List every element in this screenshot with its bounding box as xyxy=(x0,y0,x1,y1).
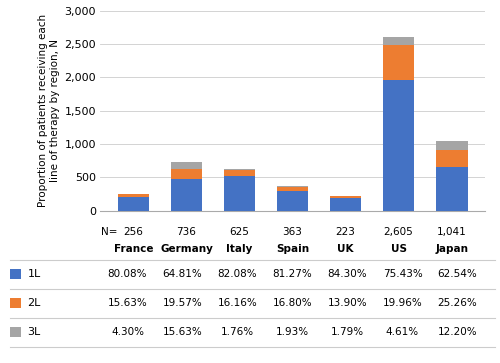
Text: 1.76%: 1.76% xyxy=(221,327,254,337)
Text: 1.93%: 1.93% xyxy=(276,327,309,337)
Text: N=: N= xyxy=(100,227,117,237)
Text: 223: 223 xyxy=(336,227,355,237)
Text: 81.27%: 81.27% xyxy=(272,269,312,279)
Text: 19.96%: 19.96% xyxy=(382,298,422,308)
Bar xyxy=(170,162,202,169)
Bar xyxy=(170,169,202,179)
Text: 256: 256 xyxy=(124,227,144,237)
Text: 62.54%: 62.54% xyxy=(438,269,478,279)
Bar xyxy=(118,194,150,197)
Text: 1L: 1L xyxy=(28,269,41,279)
Bar xyxy=(276,186,308,187)
Text: 12.20%: 12.20% xyxy=(438,327,478,337)
Bar xyxy=(436,150,468,167)
Bar xyxy=(436,167,468,211)
Bar xyxy=(382,37,414,45)
Bar xyxy=(382,45,414,80)
Text: 1.79%: 1.79% xyxy=(331,327,364,337)
Bar xyxy=(330,198,362,211)
Text: 4.30%: 4.30% xyxy=(111,327,144,337)
Text: 15.63%: 15.63% xyxy=(108,298,148,308)
Text: 82.08%: 82.08% xyxy=(218,269,258,279)
Text: 2L: 2L xyxy=(28,298,41,308)
Text: 19.57%: 19.57% xyxy=(162,298,202,308)
Text: 13.90%: 13.90% xyxy=(328,298,368,308)
Text: 80.08%: 80.08% xyxy=(108,269,147,279)
Text: 16.16%: 16.16% xyxy=(218,298,258,308)
Text: 1,041: 1,041 xyxy=(436,227,466,237)
Bar xyxy=(170,179,202,211)
Text: France: France xyxy=(114,245,153,254)
Text: 75.43%: 75.43% xyxy=(382,269,422,279)
Text: 625: 625 xyxy=(230,227,250,237)
Text: 25.26%: 25.26% xyxy=(438,298,478,308)
Text: 2,605: 2,605 xyxy=(384,227,414,237)
Text: 15.63%: 15.63% xyxy=(162,327,202,337)
Text: Japan: Japan xyxy=(435,245,468,254)
Bar xyxy=(118,197,150,211)
Text: 84.30%: 84.30% xyxy=(328,269,368,279)
Text: US: US xyxy=(390,245,406,254)
Bar xyxy=(224,170,256,176)
Text: 64.81%: 64.81% xyxy=(162,269,202,279)
Text: 363: 363 xyxy=(282,227,302,237)
Text: Germany: Germany xyxy=(160,245,213,254)
Bar xyxy=(276,187,308,191)
Text: 736: 736 xyxy=(176,227,197,237)
Bar xyxy=(276,191,308,211)
Text: 3L: 3L xyxy=(28,327,41,337)
Bar xyxy=(224,176,256,211)
Text: Spain: Spain xyxy=(276,245,309,254)
Bar xyxy=(330,196,362,198)
Text: Italy: Italy xyxy=(226,245,252,254)
Text: UK: UK xyxy=(338,245,354,254)
Bar xyxy=(382,80,414,211)
Bar xyxy=(224,169,256,170)
Y-axis label: Proportion of patients receiving each
line of therapy by region, N: Proportion of patients receiving each li… xyxy=(38,14,60,207)
Bar xyxy=(118,193,150,194)
Bar xyxy=(436,141,468,150)
Text: 4.61%: 4.61% xyxy=(386,327,419,337)
Text: 16.80%: 16.80% xyxy=(272,298,312,308)
